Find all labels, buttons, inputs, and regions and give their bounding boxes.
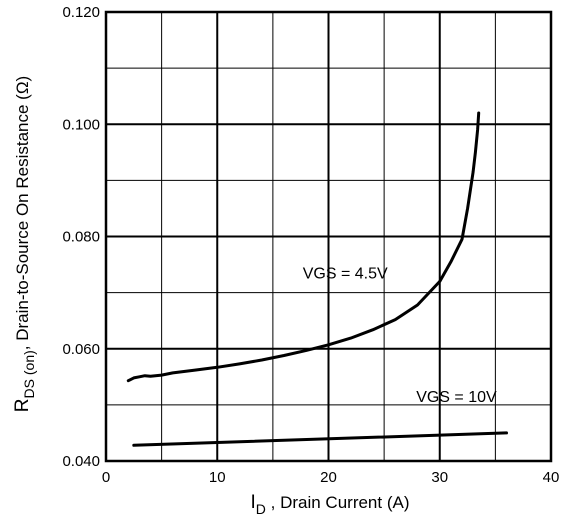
plot-frame xyxy=(104,10,553,463)
x-tick-label: 20 xyxy=(320,469,337,486)
y-tick-label: 0.040 xyxy=(62,453,100,470)
x-tick-label: 10 xyxy=(209,469,226,486)
x-tick-label: 40 xyxy=(543,469,560,486)
x-axis-label: ID , Drain Current (A) xyxy=(251,492,410,517)
x-tick-label: 0 xyxy=(102,469,110,486)
y-tick-label: 0.060 xyxy=(62,341,100,358)
x-tick-labels: 0 10 20 30 40 xyxy=(102,469,560,486)
series-annotation-1: VGS = 4.5V xyxy=(303,266,388,283)
y-tick-label: 0.080 xyxy=(62,229,100,246)
series-lines xyxy=(126,111,508,447)
y-tick-label: 0.100 xyxy=(62,116,100,133)
series-line-2 xyxy=(132,431,508,447)
y-axis-label: RDS (on), Drain-to-Source On Resistance … xyxy=(12,76,37,412)
series-annotation-2: VGS = 10V xyxy=(416,389,497,406)
annotations: VGS = 4.5V VGS = 10V xyxy=(303,266,497,406)
y-tick-labels: 0.040 0.060 0.080 0.100 0.120 xyxy=(62,4,100,470)
y-tick-label: 0.120 xyxy=(62,4,100,21)
x-tick-label: 30 xyxy=(431,469,448,486)
series-line-1 xyxy=(126,111,481,383)
